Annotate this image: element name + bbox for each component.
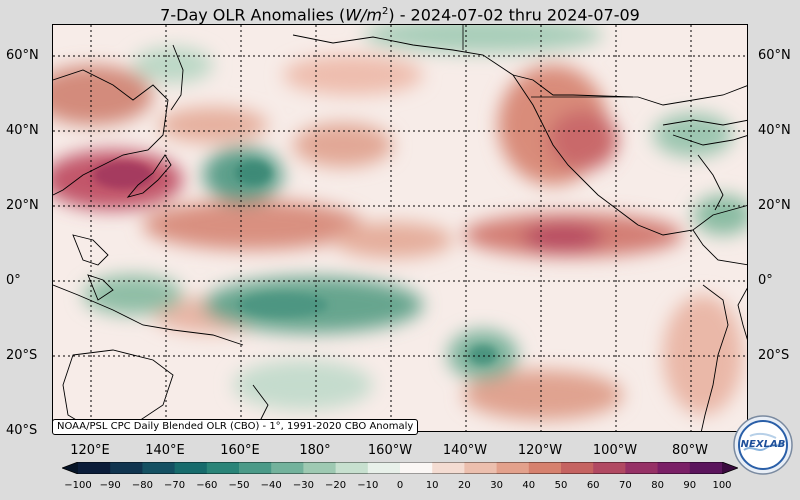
colorbar-tick-label: 40 bbox=[522, 480, 536, 491]
colorbar-tick-label: 50 bbox=[554, 480, 568, 491]
lat-label-left: 60°N bbox=[6, 48, 39, 63]
lat-label-left: 20°S bbox=[6, 348, 38, 363]
colorbar-segment bbox=[271, 462, 304, 474]
colorbar-tick-label: −40 bbox=[260, 480, 282, 491]
colorbar-segment bbox=[528, 462, 562, 474]
lat-label-left: 0° bbox=[6, 273, 21, 288]
colorbar-segment bbox=[657, 462, 691, 474]
lon-label: 80°W bbox=[672, 443, 708, 458]
colorbar-tick-label: −90 bbox=[99, 480, 121, 491]
colorbar-segment bbox=[206, 462, 240, 474]
colorbar-segment bbox=[239, 462, 272, 474]
colorbar-segment bbox=[625, 462, 659, 474]
colorbar-tick-label: 60 bbox=[586, 480, 600, 491]
colorbar-tick-label: −30 bbox=[292, 480, 314, 491]
lat-label-right: 60°N bbox=[758, 48, 791, 63]
lon-label: 120°W bbox=[517, 443, 563, 458]
nexlab-logo: NEXLAB bbox=[733, 415, 793, 475]
colorbar-tick-label: 90 bbox=[683, 480, 697, 491]
lat-label-left: 20°N bbox=[6, 198, 39, 213]
colorbar-segment bbox=[464, 462, 498, 474]
lon-label: 160°W bbox=[367, 443, 413, 458]
colorbar-tick-label: 10 bbox=[425, 480, 439, 491]
colorbar-segment bbox=[496, 462, 530, 474]
lon-label: 100°W bbox=[592, 443, 638, 458]
colorbar-segment bbox=[78, 462, 111, 474]
colorbar-tick-label: 100 bbox=[712, 480, 732, 491]
colorbar-tick-label: −100 bbox=[64, 480, 92, 491]
colorbar-tick-label: 70 bbox=[619, 480, 632, 491]
colorbar-tick-label: −50 bbox=[228, 480, 250, 491]
colorbar-segment bbox=[142, 462, 176, 474]
colorbar-tick-label: −20 bbox=[325, 480, 347, 491]
map-title: 7-Day OLR Anomalies (W/m2) - 2024-07-02 … bbox=[160, 5, 640, 25]
lat-label-right: 20°N bbox=[758, 198, 791, 213]
map-canvas bbox=[53, 25, 747, 431]
colorbar-segment bbox=[400, 462, 433, 474]
logo-text: NEXLAB bbox=[741, 439, 786, 450]
lon-label: 160°E bbox=[220, 443, 260, 458]
colorbar bbox=[62, 462, 738, 474]
colorbar-extend-high bbox=[722, 462, 738, 474]
colorbar-segment bbox=[303, 462, 337, 474]
colorbar-segment bbox=[174, 462, 208, 474]
colorbar-segment bbox=[110, 462, 143, 474]
lon-label: 140°E bbox=[145, 443, 185, 458]
colorbar-tick-label: 80 bbox=[651, 480, 664, 491]
colorbar-tick-label: −70 bbox=[164, 480, 186, 491]
lat-label-left: 40°S bbox=[6, 423, 38, 438]
colorbar-segment bbox=[335, 462, 369, 474]
colorbar-extend-low bbox=[62, 462, 78, 474]
lat-label-right: 0° bbox=[758, 273, 773, 288]
lon-label: 140°W bbox=[442, 443, 488, 458]
lon-label: 120°E bbox=[70, 443, 110, 458]
graticule bbox=[53, 25, 747, 431]
source-note: NOAA/PSL CPC Daily Blended OLR (CBO) - 1… bbox=[52, 419, 419, 435]
colorbar-tick-label: −80 bbox=[131, 480, 153, 491]
colorbar-tick-label: 20 bbox=[458, 480, 471, 491]
anomaly-positive-nw bbox=[53, 65, 153, 125]
lat-label-right: 20°S bbox=[758, 348, 790, 363]
olr-anomaly-map bbox=[52, 24, 748, 432]
colorbar-tick-label: 0 bbox=[396, 480, 404, 491]
colorbar-tick-label: −10 bbox=[357, 480, 379, 491]
colorbar-tick-label: −60 bbox=[196, 480, 218, 491]
colorbar-segment bbox=[593, 462, 626, 474]
colorbar-segment bbox=[367, 462, 401, 474]
lat-label-left: 40°N bbox=[6, 123, 39, 138]
colorbar-tick-label: 30 bbox=[490, 480, 503, 491]
colorbar-segment bbox=[689, 462, 723, 474]
colorbar-segment bbox=[561, 462, 594, 474]
colorbar-segment bbox=[432, 462, 465, 474]
lon-label: 180° bbox=[299, 443, 331, 458]
coastlines bbox=[53, 34, 747, 431]
lat-label-right: 40°N bbox=[758, 123, 791, 138]
